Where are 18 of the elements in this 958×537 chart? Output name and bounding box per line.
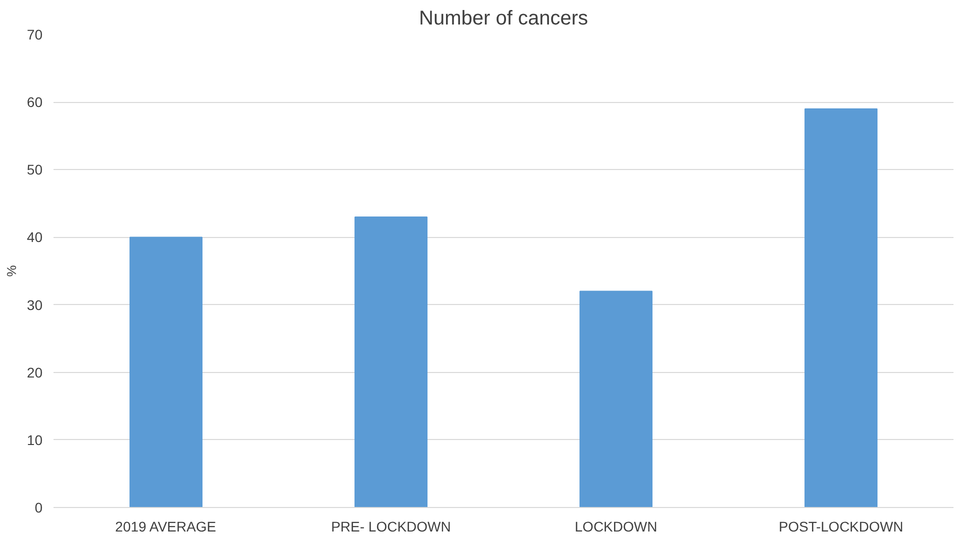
x-tick-label: PRE- LOCKDOWN — [331, 518, 451, 534]
x-tick-label: POST-LOCKDOWN — [778, 518, 904, 534]
y-tick-label: 40 — [26, 229, 43, 246]
x-tick-label: 2019 AVERAGE — [115, 518, 216, 534]
bar — [354, 216, 428, 508]
bar — [804, 108, 878, 508]
y-tick-label: 50 — [26, 162, 43, 178]
x-tick-label: LOCKDOWN — [574, 518, 658, 534]
y-tick-label: 30 — [26, 296, 43, 313]
y-tick-label: 10 — [26, 432, 43, 448]
y-tick-label: 60 — [26, 94, 43, 110]
y-tick-label: 20 — [26, 364, 43, 380]
bar — [130, 236, 202, 508]
y-axis-title: % — [4, 264, 19, 277]
chart-title: Number of cancers — [419, 8, 588, 30]
y-tick-label: 70 — [26, 26, 43, 42]
y-tick-label: 0 — [34, 500, 43, 516]
bar — [580, 290, 652, 508]
